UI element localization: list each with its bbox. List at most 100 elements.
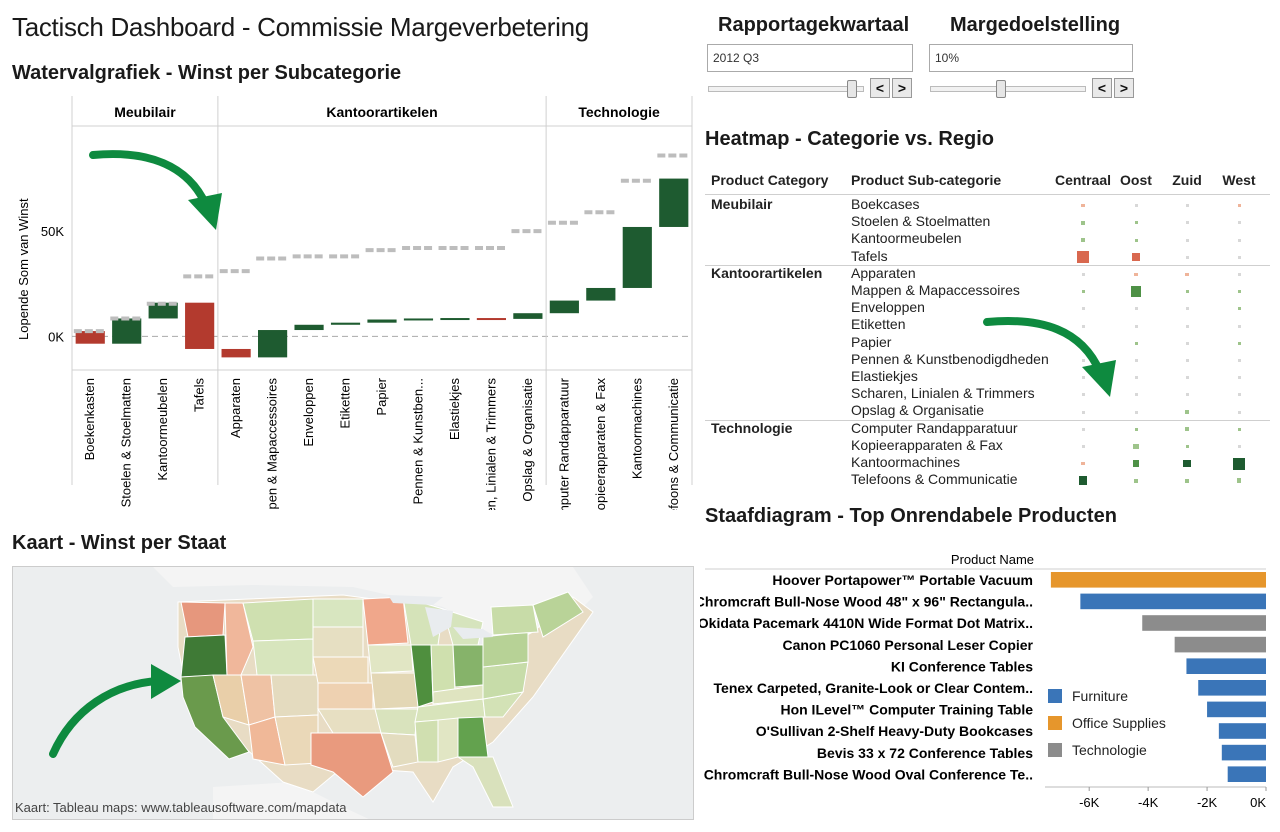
waterfall-bar[interactable]	[330, 322, 361, 325]
legend-item[interactable]: Technologie	[1048, 742, 1188, 758]
margin-next-button[interactable]: >	[1114, 78, 1134, 98]
heatmap-cell[interactable]	[1185, 358, 1189, 362]
legend-item[interactable]: Furniture	[1048, 688, 1188, 704]
heatmap-cell[interactable]	[1185, 444, 1189, 448]
heatmap-cell[interactable]	[1185, 410, 1189, 414]
heatmap-cell[interactable]	[1185, 272, 1189, 276]
state-map[interactable]: Kaart: Tableau maps: www.tableausoftware…	[12, 566, 694, 820]
heatmap-cell[interactable]	[1237, 427, 1241, 431]
margin-input[interactable]: 10%	[929, 44, 1133, 72]
heatmap-cell[interactable]	[1134, 478, 1138, 483]
heatmap-cell[interactable]	[1185, 238, 1189, 242]
waterfall-bar[interactable]	[476, 318, 506, 321]
heatmap-cell[interactable]	[1134, 324, 1138, 328]
bar-chart-bar[interactable]	[1227, 766, 1266, 782]
heatmap-cell[interactable]	[1237, 221, 1241, 225]
waterfall-bar[interactable]	[549, 300, 579, 314]
waterfall-bar[interactable]	[294, 324, 324, 331]
margin-slider-handle[interactable]	[995, 80, 1006, 98]
heatmap-cell[interactable]	[1237, 410, 1241, 414]
heatmap-cell[interactable]	[1134, 272, 1138, 276]
bar-chart-bar[interactable]	[1080, 593, 1266, 610]
heatmap-cell[interactable]	[1134, 393, 1138, 397]
bar-chart-bar[interactable]	[1050, 572, 1266, 588]
heatmap-cell[interactable]	[1185, 478, 1189, 483]
heatmap-cell[interactable]	[1081, 290, 1085, 294]
heatmap-cell[interactable]	[1134, 221, 1138, 225]
heatmap-cell[interactable]	[1237, 358, 1241, 362]
heatmap-cell[interactable]	[1134, 341, 1138, 345]
heatmap-cell[interactable]	[1134, 427, 1138, 431]
waterfall-bar[interactable]	[367, 319, 397, 323]
waterfall-bar[interactable]	[403, 318, 434, 321]
waterfall-bar[interactable]	[112, 318, 142, 344]
waterfall-bar[interactable]	[221, 348, 251, 358]
heatmap-cell[interactable]	[1080, 237, 1086, 243]
heatmap-cell[interactable]	[1237, 290, 1241, 294]
heatmap-cell[interactable]	[1081, 358, 1085, 362]
heatmap-cell[interactable]	[1081, 410, 1085, 414]
heatmap-cell[interactable]	[1134, 358, 1138, 362]
quarter-slider[interactable]	[708, 86, 864, 92]
waterfall-bar[interactable]	[586, 287, 616, 301]
heatmap-cell[interactable]	[1185, 376, 1189, 380]
heatmap-cell[interactable]	[1081, 324, 1085, 328]
heatmap-cell[interactable]	[1078, 476, 1088, 486]
heatmap-cell[interactable]	[1132, 253, 1140, 262]
bar-chart-bar[interactable]	[1186, 658, 1266, 674]
heatmap-cell[interactable]	[1081, 393, 1085, 397]
heatmap-cell[interactable]	[1185, 290, 1189, 294]
heatmap-cell[interactable]	[1134, 376, 1138, 380]
heatmap-cell[interactable]	[1183, 460, 1191, 468]
bar-chart-bar[interactable]	[1207, 701, 1266, 718]
waterfall-bar[interactable]	[148, 302, 178, 319]
waterfall-bar[interactable]	[258, 330, 288, 358]
heatmap-cell[interactable]	[1237, 255, 1241, 259]
heatmap-cell[interactable]	[1081, 204, 1085, 208]
quarter-next-button[interactable]: >	[892, 78, 912, 98]
heatmap-cell[interactable]	[1237, 324, 1241, 328]
heatmap-cell[interactable]	[1185, 307, 1189, 311]
heatmap-cell[interactable]	[1237, 204, 1241, 208]
heatmap-cell[interactable]	[1237, 376, 1241, 380]
heatmap-cell[interactable]	[1237, 238, 1241, 242]
heatmap-cell[interactable]	[1236, 478, 1242, 484]
bar-chart-bar[interactable]	[1142, 615, 1266, 631]
heatmap-cell[interactable]	[1185, 221, 1189, 225]
quarter-input[interactable]: 2012 Q3	[707, 44, 913, 72]
heatmap-cell[interactable]	[1081, 376, 1085, 380]
waterfall-bar[interactable]	[513, 313, 543, 319]
waterfall-bar[interactable]	[659, 178, 689, 227]
bar-chart-bar[interactable]	[1218, 723, 1266, 739]
heatmap-cell[interactable]	[1134, 410, 1138, 414]
heatmap-cell[interactable]	[1237, 393, 1241, 397]
heatmap-cell[interactable]	[1185, 341, 1189, 345]
waterfall-bar[interactable]	[75, 331, 105, 344]
heatmap-cell[interactable]	[1130, 286, 1142, 297]
bar-chart-bar[interactable]	[1221, 744, 1266, 761]
waterfall-bar[interactable]	[440, 318, 470, 321]
heatmap-cell[interactable]	[1185, 393, 1189, 397]
heatmap-cell[interactable]	[1081, 307, 1085, 311]
heatmap-cell[interactable]	[1132, 460, 1140, 467]
heatmap-cell[interactable]	[1185, 324, 1189, 328]
bar-chart-bar[interactable]	[1174, 636, 1266, 653]
heatmap-cell[interactable]	[1185, 427, 1189, 432]
margin-prev-button[interactable]: <	[1092, 78, 1112, 98]
quarter-prev-button[interactable]: <	[870, 78, 890, 98]
heatmap-cell[interactable]	[1081, 427, 1085, 431]
legend-item[interactable]: Office Supplies	[1048, 715, 1188, 731]
quarter-slider-handle[interactable]	[846, 80, 857, 98]
heatmap-cell[interactable]	[1081, 462, 1085, 466]
heatmap-cell[interactable]	[1185, 255, 1189, 259]
waterfall-bar[interactable]	[622, 226, 652, 288]
heatmap-cell[interactable]	[1077, 251, 1089, 264]
heatmap-cell[interactable]	[1237, 341, 1241, 345]
heatmap-cell[interactable]	[1134, 238, 1138, 242]
bar-chart-bar[interactable]	[1198, 680, 1266, 696]
heatmap-cell[interactable]	[1185, 204, 1189, 208]
heatmap-cell[interactable]	[1233, 457, 1245, 470]
heatmap-cell[interactable]	[1134, 307, 1138, 311]
heatmap-cell[interactable]	[1133, 443, 1139, 450]
heatmap-cell[interactable]	[1237, 272, 1241, 276]
